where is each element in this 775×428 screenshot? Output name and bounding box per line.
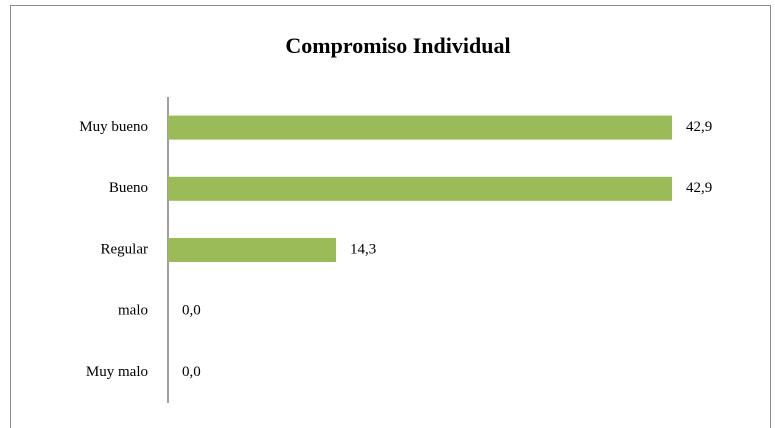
y-tick-label: Regular bbox=[101, 241, 148, 257]
chart-border bbox=[10, 5, 771, 428]
data-label: 14,3 bbox=[350, 241, 376, 257]
y-tick-label: Bueno bbox=[109, 180, 148, 196]
data-label: 0,0 bbox=[182, 364, 201, 380]
data-label: 42,9 bbox=[686, 180, 712, 196]
data-label: 0,0 bbox=[182, 303, 201, 319]
bar bbox=[168, 238, 336, 262]
bar bbox=[168, 176, 672, 201]
data-label: 42,9 bbox=[686, 119, 712, 135]
bar bbox=[168, 115, 672, 140]
y-tick-label: malo bbox=[118, 303, 148, 319]
y-tick-label: Muy bueno bbox=[79, 119, 148, 135]
y-tick-label: Muy malo bbox=[86, 364, 148, 380]
chart-title: Compromiso Individual bbox=[285, 33, 510, 58]
